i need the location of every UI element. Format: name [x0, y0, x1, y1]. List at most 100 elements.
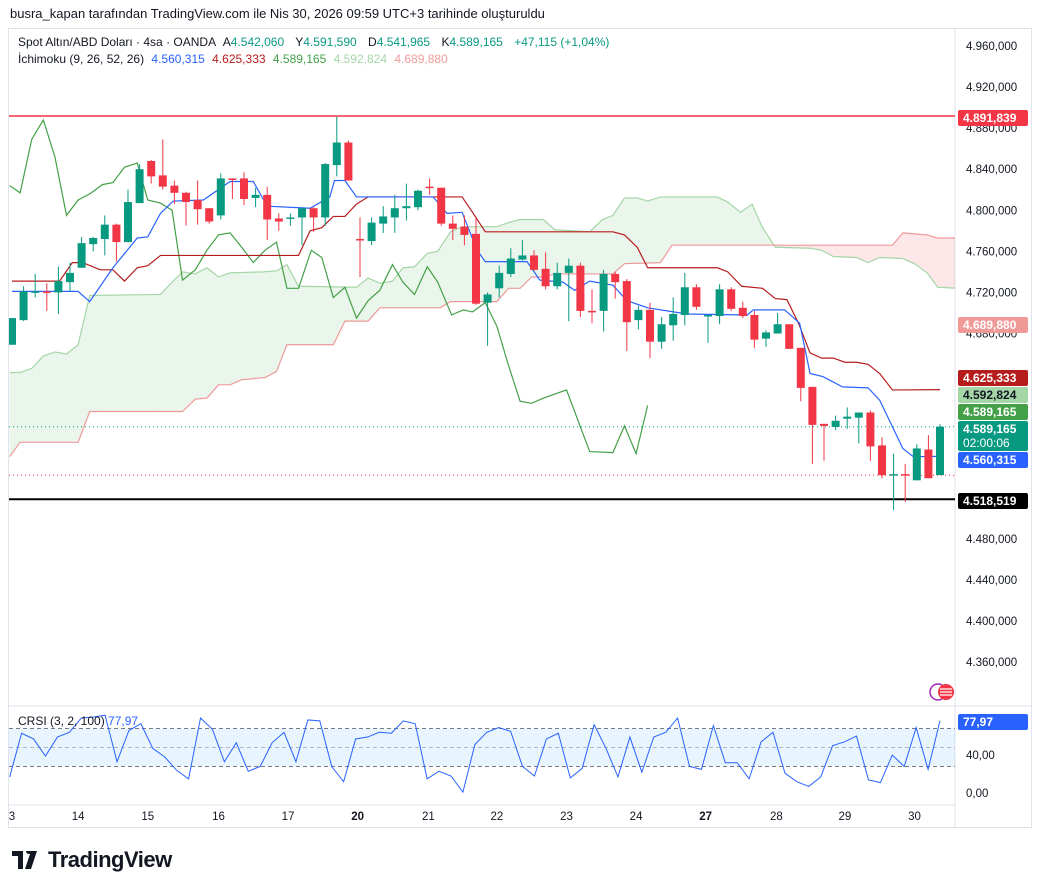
cloud-segment [714, 196, 718, 246]
cloud-segment [884, 245, 887, 258]
cloud-segment [411, 266, 414, 308]
cloud-segment [594, 225, 597, 274]
price-axis[interactable]: 4.960,000 4.920,000 4.880,000 4.840,000 4.80… [966, 41, 1017, 669]
cloud-segment [357, 284, 360, 322]
cloud-segment [146, 294, 149, 412]
flag-icon[interactable] [929, 683, 954, 701]
cloud-segment [935, 237, 938, 288]
cloud-segment [441, 242, 444, 308]
cloud-segment [687, 196, 690, 246]
cloud-segment [933, 236, 936, 285]
cloud-segment [276, 269, 279, 372]
cloud-segment [51, 352, 54, 443]
cloud-segment [492, 226, 495, 302]
cloud-segment [134, 294, 138, 412]
cloud-segment [837, 245, 841, 257]
candle-down [112, 224, 121, 243]
time-axis[interactable]: 3 14 15 16 17 20 21 22 23 24 27 28 29 30 [9, 811, 921, 823]
cloud-segment [271, 271, 275, 374]
cloud-segment [424, 253, 428, 308]
cloud-segment [888, 245, 892, 259]
cloud-segment [840, 245, 843, 257]
cloud-segment [436, 249, 439, 308]
candle-down [309, 208, 318, 218]
cloud-segment [912, 233, 915, 264]
cloud-segment [670, 196, 674, 247]
cloud-segment [151, 294, 154, 412]
cloud-segment [624, 197, 627, 264]
cloud-segment [364, 278, 367, 322]
cloud-segment [812, 245, 815, 250]
ichimoku-title[interactable]: İchimoku (9, 26, 52, 26) [18, 52, 145, 66]
cloud-segment [689, 196, 692, 246]
cloud-segment [116, 295, 119, 412]
ichimoku-row: İchimoku (9, 26, 52, 26) 4.560,315 4.625… [18, 51, 613, 68]
crsi-axis-0: 0,00 [966, 788, 989, 800]
cloud-segment [39, 357, 43, 443]
cloud-segment [582, 231, 586, 274]
cloud-segment [708, 196, 711, 246]
cloud-segment [733, 206, 736, 246]
cloud-segment [656, 197, 660, 263]
time-tick-label: 17 [282, 811, 295, 823]
crsi-title[interactable]: CRSI (3, 2, 100) [18, 714, 105, 728]
cloud-segment [914, 233, 917, 266]
cloud-segment [900, 232, 903, 259]
time-tick-label: 14 [72, 811, 85, 823]
candle-down [738, 307, 747, 317]
candle-down [240, 178, 248, 199]
cloud-segment [376, 281, 379, 312]
candle-up [379, 216, 388, 224]
span-a-price-label: 4.592,824 [958, 387, 1028, 403]
price-tick-label: 4.480,000 [966, 534, 1017, 546]
cloud-segment [585, 231, 588, 274]
cloud-segment [148, 294, 152, 412]
candle-up [124, 202, 132, 243]
cloud-segment [260, 271, 263, 379]
cloud-segment [60, 352, 64, 443]
cloud-segment [415, 263, 418, 308]
cloud-segment [942, 237, 945, 288]
cloud-segment [195, 272, 198, 400]
cloud-segment [253, 272, 256, 379]
cloud-segment [538, 219, 541, 278]
time-tick-label: 24 [630, 811, 643, 823]
candle-down [356, 239, 364, 241]
cloud-segment [121, 294, 124, 412]
cloud-segment [489, 226, 493, 302]
current-price-label: 4.589,165 02:00:06 [958, 421, 1028, 451]
price-tick-label: 4.880,000 [966, 123, 1017, 135]
candle-down [425, 186, 434, 189]
candle-up [89, 237, 98, 245]
candle-down [796, 347, 805, 388]
tradingview-logo[interactable]: TradingView [12, 847, 172, 873]
cloud-segment [452, 229, 456, 302]
cloud-segment [865, 245, 869, 263]
time-tick-label: 28 [770, 811, 783, 823]
cloud-segment [9, 372, 12, 457]
candle-up [54, 281, 63, 293]
cloud-segment [877, 245, 880, 259]
span-b-value: 4.689,880 [394, 52, 448, 66]
cloud-segment [756, 214, 760, 246]
cloud-segment [322, 286, 326, 345]
candle-up [298, 208, 306, 218]
cloud-segment [807, 245, 811, 249]
cloud-segment [306, 286, 309, 345]
cloud-segment [413, 265, 416, 308]
candle-up [286, 217, 295, 219]
cloud-segment [719, 198, 722, 246]
candle-down [228, 178, 237, 180]
symbol-title[interactable]: Spot Altın/ABD Doları · 4sa · OANDA [18, 35, 217, 49]
cloud-segment [422, 255, 425, 308]
cloud-segment [826, 245, 829, 255]
candle-down [170, 185, 179, 193]
cloud-segment [123, 294, 126, 412]
cloud-segment [742, 209, 746, 246]
cloud-segment [255, 272, 258, 379]
cloud-segment [128, 294, 131, 412]
cloud-segment [615, 208, 618, 272]
candle-up [506, 258, 515, 274]
candle-down [193, 200, 202, 210]
